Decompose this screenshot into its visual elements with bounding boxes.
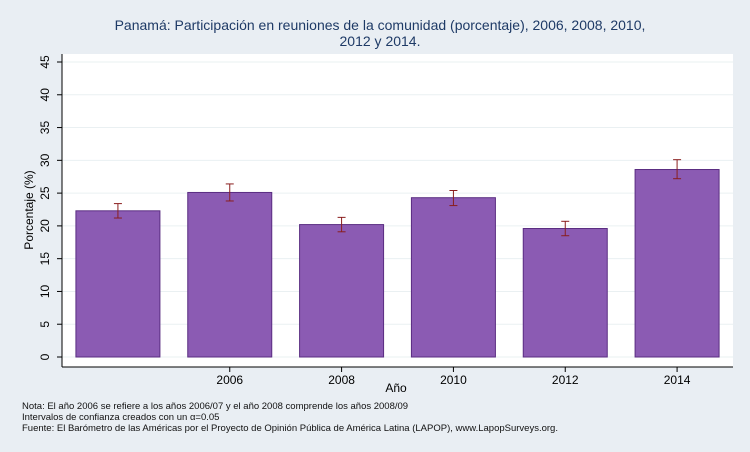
x-tick-label: 2012 (552, 373, 579, 387)
chart-title: Panamá: Participación en reuniones de la… (114, 17, 646, 49)
note-line: Nota: El año 2006 se refiere a los años … (22, 401, 409, 412)
bar (299, 224, 385, 358)
y-tick-label: 15 (38, 252, 52, 266)
x-tick-label: 2010 (440, 373, 467, 387)
y-tick-label: 45 (38, 55, 52, 69)
bar (522, 228, 608, 358)
x-tick-label: 2008 (328, 373, 355, 387)
note-line: Intervalos de confianza creados con un α… (22, 412, 220, 423)
y-tick-label: 5 (38, 321, 52, 328)
bars (75, 169, 720, 358)
x-tick-label: 2014 (664, 373, 691, 387)
y-tick-label: 40 (38, 88, 52, 102)
bar (410, 197, 496, 358)
y-tick-label: 20 (38, 219, 52, 233)
chart-notes: Nota: El año 2006 se refiere a los años … (22, 401, 558, 434)
y-tick-label: 10 (38, 284, 52, 298)
plot-area (62, 54, 733, 367)
y-axis-label: Porcentaje (%) (22, 170, 36, 249)
bar (75, 210, 161, 358)
y-tick-label: 30 (38, 153, 52, 167)
y-tick-label: 25 (38, 186, 52, 200)
error-bars (113, 159, 682, 237)
note-line: Fuente: El Barómetro de las Américas por… (22, 423, 558, 434)
y-ticks: 0 5 10 15 20 25 30 35 40 45 (38, 55, 62, 360)
y-tick-label: 35 (38, 121, 52, 135)
y-tick-label: 0 (38, 353, 52, 360)
gridlines (62, 61, 733, 358)
x-ticks: 2006 2008 2010 2012 2014 (216, 367, 691, 387)
bar (634, 169, 720, 358)
x-axis-label: Año (385, 381, 407, 395)
bar (187, 191, 273, 358)
x-tick-label: 2006 (216, 373, 243, 387)
